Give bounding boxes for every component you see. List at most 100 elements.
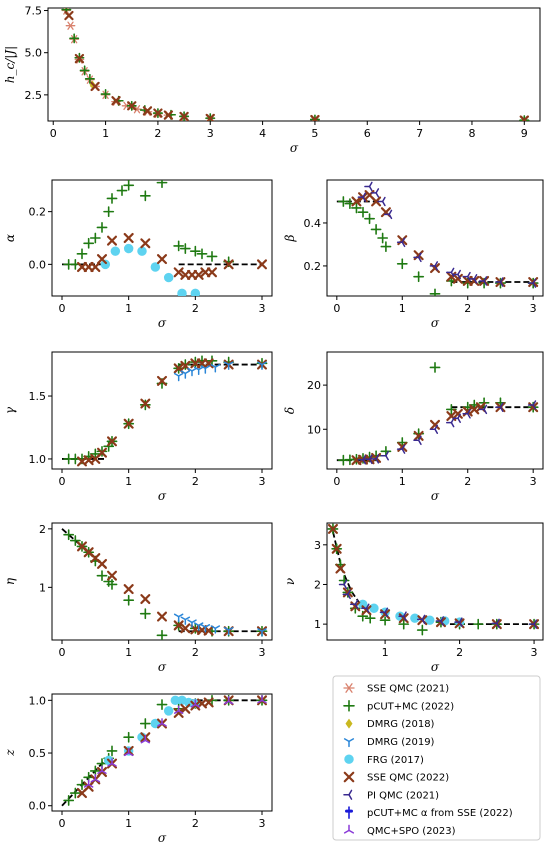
data-point: [139, 718, 151, 729]
data-point: [180, 623, 191, 634]
data-point: [123, 731, 135, 743]
series-sse-qmc-2022: [327, 523, 540, 630]
legend-marker-dmrg-2019: [343, 738, 355, 748]
x-tick-label: 0: [59, 646, 66, 659]
series-pcut-mc-2022: [63, 180, 235, 270]
data-point: [357, 206, 369, 218]
x-tick-label: 0: [59, 817, 66, 830]
legend-marker-pcut-mc-from-sse-2022: [345, 806, 353, 819]
data-point: [127, 101, 137, 111]
data-point: [170, 695, 181, 706]
y-tick-label: 1.0: [29, 453, 47, 466]
legend-label: SSE QMC (2022): [367, 773, 449, 784]
data-point: [519, 115, 529, 121]
x-tick-label: 3: [207, 127, 214, 140]
data-point: [100, 89, 111, 100]
data-point: [446, 267, 455, 278]
chart-delta: 0 1 2 3 10 20 σ δ: [283, 351, 544, 503]
data-point: [65, 21, 76, 30]
x-tick-label: 2: [192, 646, 199, 659]
legend-label: pCUT+MC (2022): [367, 701, 454, 712]
data-point: [89, 765, 101, 777]
data-point: [495, 402, 504, 412]
data-point: [84, 73, 95, 84]
legend-label: PI QMC (2021): [367, 790, 439, 801]
x-tick-label: 1: [125, 817, 132, 830]
data-point: [156, 375, 168, 386]
data-point: [429, 362, 441, 373]
data-point: [478, 276, 488, 286]
data-point: [63, 529, 75, 541]
y-axis-label: z: [3, 749, 17, 757]
data-point: [137, 246, 147, 256]
data-point: [156, 629, 168, 640]
series-frg-2017: [100, 243, 201, 296]
data-point: [435, 616, 445, 626]
data-point: [416, 624, 428, 636]
data-point: [379, 607, 389, 617]
series-pcut-mc-2022: [63, 355, 268, 465]
chart-hc: 0 1 2 3 4 5 6 7 8 9 2.5 5.0 7.5 σ h_c/|J|: [3, 5, 541, 155]
series-sse-qmc-2022: [76, 541, 268, 637]
data-point: [90, 81, 100, 92]
x-axis-label: σ: [158, 831, 167, 845]
data-point: [153, 108, 163, 118]
data-point: [413, 430, 424, 441]
y-tick-label: 2: [39, 523, 46, 536]
plot-frame: [51, 351, 273, 470]
legend-label: pCUT+MC α from SSE (2022): [367, 808, 513, 819]
legend-label: DMRG (2018): [367, 719, 435, 730]
data-point: [173, 620, 184, 631]
data-point: [156, 180, 168, 189]
plot-area: [62, 180, 268, 296]
y-axis-label: ν: [283, 578, 297, 585]
chart-beta: 0 1 2 3 0.2 0.4 σ β: [283, 179, 544, 330]
data-point: [107, 758, 117, 767]
data-point: [364, 213, 375, 225]
y-tick-label: 5.0: [25, 47, 43, 60]
x-tick-label: 6: [364, 127, 371, 140]
plot-area: [61, 8, 530, 121]
x-axis-label: σ: [431, 316, 440, 330]
data-point: [413, 252, 422, 263]
x-tick-label: 2: [464, 475, 471, 488]
y-tick-label: 0.4: [304, 217, 322, 230]
data-point: [179, 243, 191, 254]
data-point: [193, 269, 204, 280]
x-tick-label: 3: [531, 646, 538, 659]
x-axis-label: σ: [431, 489, 440, 503]
data-point: [370, 188, 380, 198]
data-point: [163, 272, 174, 283]
series-pi-qmc-2021: [357, 181, 537, 288]
data-point: [429, 261, 439, 271]
x-tick-label: 1: [102, 127, 109, 140]
x-tick-label: 9: [521, 127, 528, 140]
series-frg-2017: [358, 599, 465, 627]
x-tick-label: 1: [125, 302, 132, 315]
series-dmrg-2019: [173, 613, 267, 637]
plot-frame: [47, 7, 541, 122]
data-point: [193, 366, 204, 375]
x-tick-label: 2: [192, 817, 199, 830]
data-point: [139, 608, 151, 620]
data-point: [157, 718, 167, 727]
y-tick-label: 2.5: [25, 89, 43, 102]
data-point: [452, 273, 463, 284]
x-tick-label: 3: [530, 302, 537, 315]
data-point: [110, 246, 121, 256]
data-point: [63, 795, 75, 806]
data-point: [173, 240, 185, 252]
data-point: [123, 584, 134, 595]
data-point: [491, 618, 500, 629]
data-point: [96, 570, 108, 582]
data-point: [189, 245, 201, 257]
data-point: [96, 222, 108, 233]
x-tick-label: 0: [333, 302, 340, 315]
data-point: [257, 694, 267, 704]
data-point: [140, 398, 151, 409]
legend-marker-pi-qmc-2021: [343, 789, 353, 800]
data-point: [410, 613, 420, 623]
x-tick-label: 1: [125, 646, 132, 659]
data-point: [528, 619, 538, 629]
